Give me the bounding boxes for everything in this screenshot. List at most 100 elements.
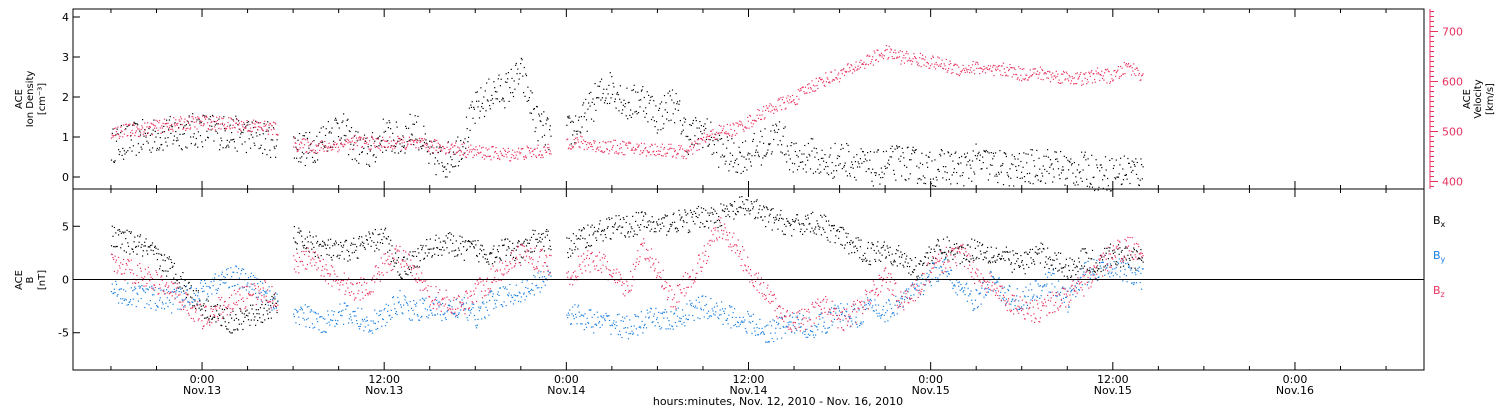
velocity-point	[815, 77, 817, 80]
density-point	[118, 153, 120, 156]
bx-point	[784, 233, 786, 236]
density-point	[983, 150, 985, 152]
velocity-point	[675, 157, 677, 159]
bx-point	[825, 220, 827, 222]
density-point	[165, 141, 167, 143]
by-point	[268, 286, 270, 288]
density-point	[1128, 162, 1130, 164]
by-point	[314, 326, 316, 328]
velocity-point	[201, 120, 203, 123]
by-point	[462, 304, 464, 306]
bx-point	[717, 226, 719, 229]
velocity-point	[195, 117, 197, 119]
by-point	[210, 281, 212, 283]
by-point	[502, 286, 504, 288]
density-point	[596, 97, 598, 99]
density-point	[843, 164, 846, 167]
velocity-point	[908, 59, 910, 61]
bx-point	[132, 248, 134, 250]
velocity-point	[200, 124, 202, 126]
density-point	[459, 149, 461, 151]
by-point	[609, 324, 611, 327]
velocity-point	[1104, 69, 1107, 71]
velocity-point	[414, 139, 416, 141]
bx-point	[1103, 266, 1105, 268]
by-point	[536, 284, 538, 286]
velocity-point	[384, 146, 387, 148]
velocity-point	[904, 57, 906, 59]
density-point	[231, 132, 233, 134]
density-point	[444, 166, 446, 168]
bx-point	[479, 248, 481, 250]
density-point	[374, 140, 376, 142]
velocity-point	[572, 146, 574, 148]
by-point	[236, 272, 238, 274]
velocity-point	[888, 45, 890, 47]
density-point	[911, 149, 914, 151]
velocity-point	[248, 130, 250, 132]
by-point	[626, 315, 628, 317]
velocity-point	[337, 151, 339, 153]
density-point	[611, 76, 613, 78]
density-point	[637, 112, 640, 114]
bx-point	[968, 260, 970, 262]
by-point	[181, 299, 183, 301]
velocity-point	[1047, 70, 1049, 73]
density-point	[498, 74, 500, 76]
density-point	[547, 118, 549, 120]
density-point	[520, 57, 522, 59]
velocity-point	[692, 153, 694, 155]
bx-point	[202, 314, 204, 316]
bx-point	[601, 229, 603, 231]
velocity-point	[570, 148, 572, 150]
velocity-point	[867, 54, 869, 56]
bx-point	[1121, 249, 1123, 252]
bx-point	[614, 222, 616, 224]
bx-point	[780, 209, 782, 212]
bx-point	[845, 232, 847, 234]
bx-point	[820, 214, 822, 216]
velocity-point	[260, 126, 262, 129]
density-point	[1081, 151, 1083, 153]
bx-point	[669, 228, 671, 230]
bx-point	[142, 255, 144, 257]
bx-point	[681, 216, 683, 218]
velocity-point	[1104, 72, 1106, 74]
density-point	[476, 100, 478, 102]
velocity-point	[684, 150, 686, 152]
velocity-point	[149, 125, 151, 128]
bx-point	[213, 305, 215, 307]
density-point	[215, 130, 217, 132]
density-point	[908, 178, 910, 180]
bx-point	[1046, 263, 1048, 265]
density-point	[546, 117, 548, 119]
velocity-point	[543, 146, 546, 148]
bx-point	[609, 218, 611, 221]
velocity-point	[693, 145, 695, 147]
density-point	[790, 145, 792, 147]
velocity-point	[577, 141, 580, 143]
bx-point	[984, 256, 986, 258]
by-point	[238, 277, 240, 279]
bx-point	[230, 332, 232, 334]
density-point	[783, 154, 786, 156]
velocity-point	[237, 131, 239, 133]
density-point	[446, 176, 448, 178]
bx-point	[198, 307, 200, 309]
by-point	[457, 316, 459, 318]
velocity-point	[924, 59, 926, 61]
bx-point	[958, 246, 960, 248]
bx-point	[444, 242, 447, 244]
bx-point	[254, 316, 256, 318]
velocity-point	[111, 134, 113, 136]
velocity-point	[1109, 82, 1111, 84]
velocity-point	[175, 119, 177, 121]
velocity-point	[162, 122, 164, 124]
density-point	[931, 160, 933, 162]
bx-point	[1108, 250, 1110, 252]
by-point	[642, 332, 644, 334]
bx-point	[409, 251, 411, 253]
density-point	[426, 142, 428, 144]
density-point	[894, 148, 896, 150]
bx-point	[130, 231, 132, 233]
